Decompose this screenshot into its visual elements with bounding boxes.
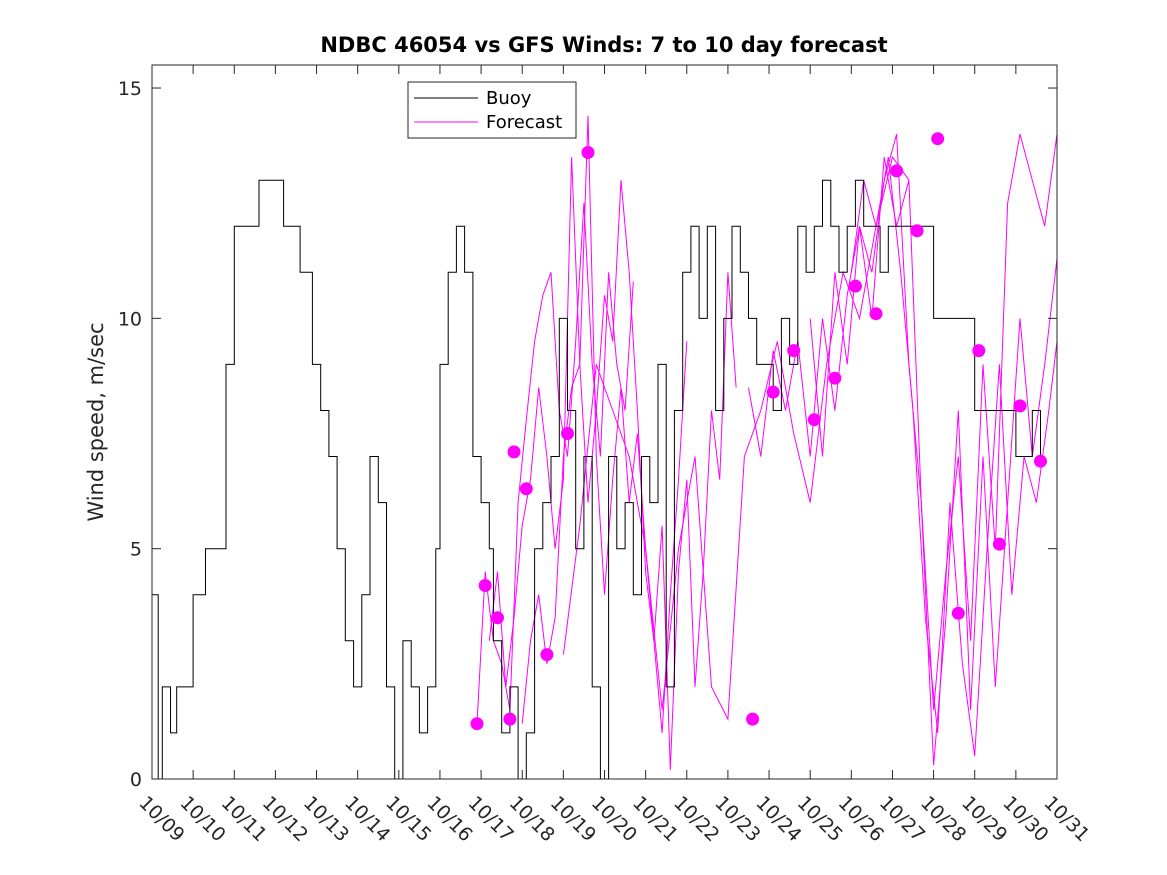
forecast-dot: [992, 537, 1006, 551]
forecast-dot: [869, 307, 883, 321]
forecast-line-1: [476, 203, 634, 724]
forecast-dot: [507, 445, 521, 459]
forecast-dot: [519, 482, 533, 496]
y-tick-label: 10: [118, 308, 142, 330]
y-axis-label: Wind speed, m/sec: [84, 322, 108, 521]
forecast-dot: [951, 606, 965, 620]
forecast-dot: [848, 279, 862, 293]
buoy-line: [152, 179, 1041, 780]
forecast-dot: [828, 371, 842, 385]
forecast-dot: [807, 413, 821, 427]
forecast-dots: [470, 132, 1047, 731]
y-tick-label: 15: [118, 78, 142, 100]
forecast-dot: [1013, 399, 1027, 413]
forecast-line-7: [850, 157, 1058, 757]
forecast-dot: [931, 132, 945, 146]
y-tick-label: 0: [130, 769, 142, 791]
forecast-dot: [470, 717, 484, 731]
forecast-dot: [972, 344, 986, 358]
legend-box: [407, 81, 577, 139]
forecast-dot: [787, 344, 801, 358]
legend: Buoy Forecast: [407, 81, 577, 139]
buoy-series: [152, 179, 1041, 780]
forecast-dot: [1034, 454, 1047, 468]
forecast-dot: [491, 611, 504, 625]
chart-title: NDBC 46054 vs GFS Winds: 7 to 10 day for…: [320, 33, 887, 57]
legend-buoy-label: Buoy: [486, 88, 532, 109]
legend-forecast-label: Forecast: [486, 112, 562, 133]
forecast-dot: [766, 385, 780, 399]
forecast-dot: [746, 712, 760, 726]
forecast-dot: [890, 164, 904, 178]
forecast-dot: [540, 648, 554, 662]
forecast-dot: [581, 146, 595, 159]
forecast-dot: [503, 712, 517, 726]
y-axis: 0 5 10 15: [118, 78, 1057, 791]
forecast-dot: [478, 579, 492, 592]
forecast-line-5: [748, 133, 1058, 710]
forecast-line-4: [562, 155, 910, 721]
forecast-dot: [561, 427, 574, 440]
forecast-line-6: [809, 157, 1058, 766]
y-tick-label: 5: [130, 539, 142, 561]
forecast-dot: [910, 224, 924, 238]
